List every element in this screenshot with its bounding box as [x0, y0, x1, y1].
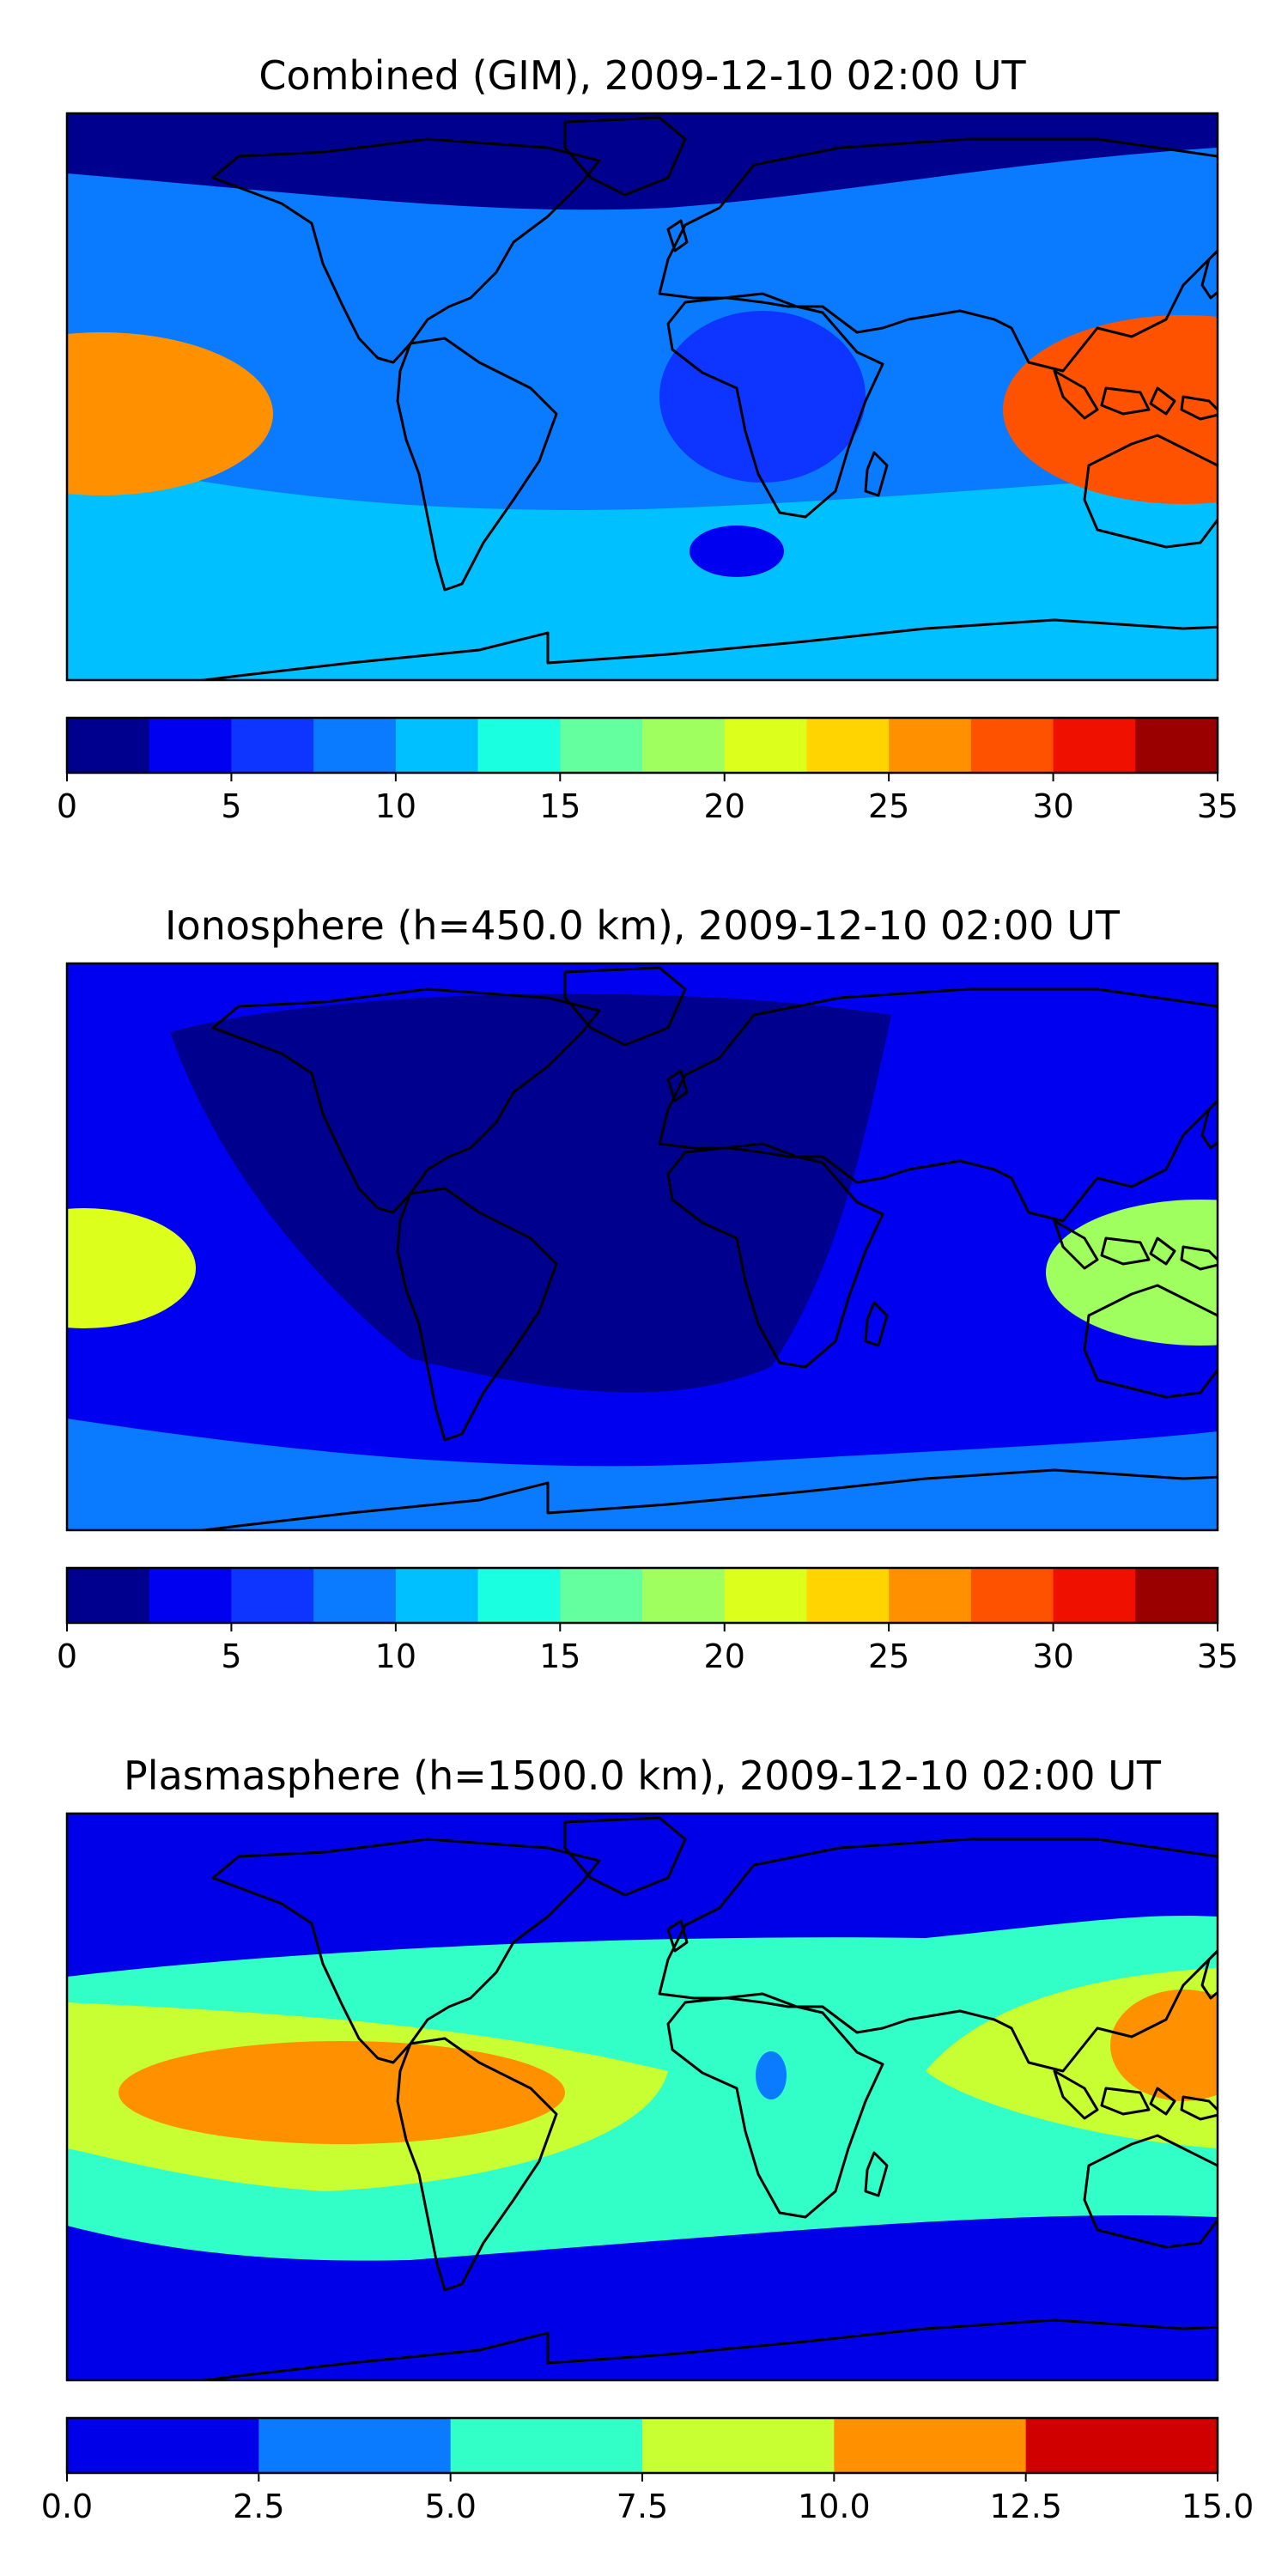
- colorbar-tick-label: 2.5: [233, 2488, 284, 2525]
- contour-pacific-crest-west: [67, 332, 273, 495]
- panel-3-map: [67, 1814, 1218, 2380]
- colorbar-tick-label: 30: [1032, 787, 1073, 825]
- colorbar-tick-label: 20: [704, 1637, 745, 1675]
- colorbar-segment: [806, 718, 890, 773]
- colorbar-tick-label: 0: [57, 787, 77, 825]
- colorbar-segment: [149, 718, 232, 773]
- colorbar-segment: [970, 1568, 1054, 1623]
- contour-pacific-crest-west: [67, 1208, 196, 1328]
- colorbar-segment: [1053, 1568, 1136, 1623]
- colorbar-segment: [1025, 2418, 1218, 2473]
- colorbar-tick-label: 35: [1197, 1637, 1238, 1675]
- contour-somalia-spot: [756, 2051, 787, 2099]
- panel-1-colorbar: 0 5 10 15 20 25 30 35: [57, 716, 1238, 825]
- colorbar-segment: [67, 1568, 150, 1623]
- colorbar-tick-label: 15.0: [1182, 2488, 1255, 2525]
- colorbar-tick-label: 5: [221, 787, 241, 825]
- colorbar-tick-label: 7.5: [617, 2488, 668, 2525]
- panel-1-map: [67, 113, 1218, 680]
- colorbar-tick-label: 0: [57, 1637, 77, 1675]
- colorbar-segment: [149, 1568, 232, 1623]
- colorbar-segment: [67, 718, 150, 773]
- colorbar-segment: [395, 718, 479, 773]
- colorbar-segment: [642, 2418, 835, 2473]
- colorbar-segment: [450, 2418, 643, 2473]
- colorbar-tick-label: 10: [375, 1637, 416, 1675]
- colorbar-segment: [313, 718, 397, 773]
- colorbar-segment: [834, 2418, 1027, 2473]
- contour-north-polar-cap: [67, 113, 1218, 210]
- colorbar-tick-label: 30: [1032, 1637, 1073, 1675]
- colorbar-tick-label: 15: [539, 787, 580, 825]
- colorbar-tick-label: 20: [704, 787, 745, 825]
- colorbar-segment: [258, 2418, 452, 2473]
- panel-3-colorbar: 0.0 2.5 5.0 7.5 10.0 12.5 15.0: [41, 2416, 1255, 2525]
- contour-africa-low: [659, 311, 866, 483]
- panel-3-title: Plasmasphere (h=1500.0 km), 2009-12-10 0…: [124, 1753, 1162, 1799]
- colorbar-segment: [560, 1568, 643, 1623]
- panel-2-title: Ionosphere (h=450.0 km), 2009-12-10 02:0…: [165, 902, 1121, 949]
- panel-2-colorbar: 0 5 10 15 20 25 30 35: [57, 1566, 1238, 1675]
- colorbar-segment: [560, 718, 643, 773]
- panel-1-frame: [65, 112, 1219, 682]
- colorbar-tick-label: 10: [375, 787, 416, 825]
- contour-south-band: [67, 1419, 1218, 1530]
- contour-south-band: [67, 457, 1218, 680]
- colorbar-segment: [395, 1568, 479, 1623]
- colorbar-segment: [477, 718, 561, 773]
- colorbar-segment: [970, 718, 1054, 773]
- colorbar-segment: [1135, 718, 1218, 773]
- colorbar-frame: [65, 1566, 1219, 1625]
- colorbar-segment: [806, 1568, 890, 1623]
- contour-south-america-max: [118, 2041, 565, 2144]
- contour-south-atlantic-low: [690, 526, 784, 577]
- colorbar-segment: [477, 1568, 561, 1623]
- colorbar-frame: [65, 716, 1219, 775]
- colorbar-segment: [724, 718, 807, 773]
- colorbar-tick-label: 0.0: [41, 2488, 93, 2525]
- colorbar-segment: [889, 1568, 972, 1623]
- contour-pacific-crest-east: [1046, 1200, 1218, 1346]
- panel-2-map: [67, 963, 1218, 1530]
- colorbar-segment: [1053, 718, 1136, 773]
- colorbar-segment: [642, 1568, 726, 1623]
- panel-2-frame: [65, 962, 1219, 1532]
- colorbar-tick-label: 12.5: [989, 2488, 1062, 2525]
- colorbar-segment: [642, 718, 726, 773]
- colorbar-segment: [231, 718, 314, 773]
- colorbar-tick-label: 5.0: [424, 2488, 476, 2525]
- colorbar-segment: [1135, 1568, 1218, 1623]
- colorbar-segment: [889, 718, 972, 773]
- contour-americas-atlantic-low: [170, 993, 891, 1393]
- colorbar-tick-label: 5: [221, 1637, 241, 1675]
- colorbar-tick-label: 10.0: [798, 2488, 871, 2525]
- colorbar-tick-label: 25: [868, 1637, 909, 1675]
- panel-3-frame: [65, 1812, 1219, 2382]
- colorbar-segment: [231, 1568, 314, 1623]
- colorbar-tick-label: 35: [1197, 787, 1238, 825]
- colorbar-segment: [313, 1568, 397, 1623]
- colorbar-tick-label: 25: [868, 787, 909, 825]
- colorbar-tick-label: 15: [539, 1637, 580, 1675]
- colorbar-segment: [724, 1568, 807, 1623]
- panel-1-title: Combined (GIM), 2009-12-10 02:00 UT: [258, 52, 1026, 99]
- contour-pacific-max: [1110, 1990, 1218, 2101]
- colorbar-segment: [67, 2418, 259, 2473]
